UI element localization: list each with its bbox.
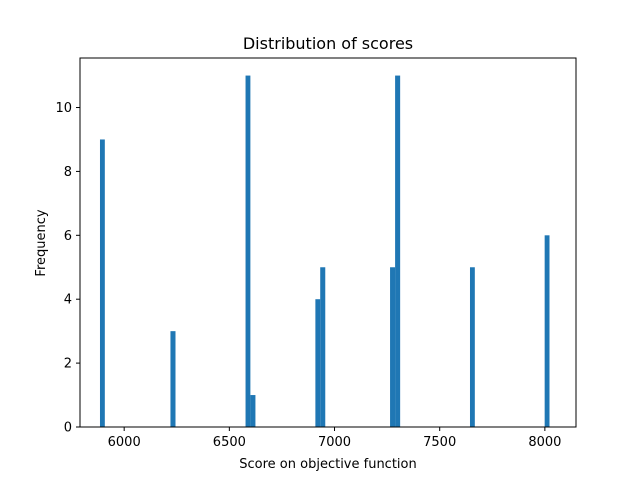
histogram-bar-6: [390, 267, 396, 427]
y-axis-label: Frequency: [34, 209, 49, 276]
bars-group: [99, 75, 550, 428]
histogram-bar-5: [320, 267, 326, 427]
histogram-bar-3: [250, 395, 256, 427]
x-axis-ticks: 6000 6500 7000 7500 8000: [108, 427, 561, 450]
x-axis-label: Score on objective function: [239, 457, 416, 472]
histogram-bar-9: [544, 235, 550, 427]
x-tick-label-1: 6500: [213, 435, 246, 450]
x-tick-label-0: 6000: [108, 435, 141, 450]
x-tick-label-2: 7000: [318, 435, 351, 450]
x-tick-label-4: 8000: [528, 435, 561, 450]
histogram-bar-8: [469, 267, 475, 427]
y-tick-label-2: 4: [64, 293, 72, 308]
y-tick-label-4: 8: [64, 165, 72, 180]
plot-frame: [79, 57, 577, 428]
histogram-bar-1: [170, 331, 176, 427]
y-axis-ticks: 0 2 4 6 8 10: [55, 101, 80, 436]
y-tick-label-1: 2: [64, 357, 72, 372]
histogram-bar-2: [245, 75, 251, 428]
y-tick-label-3: 6: [64, 229, 72, 244]
y-tick-label-0: 0: [64, 421, 72, 436]
y-tick-label-5: 10: [55, 101, 72, 116]
histogram-bar-7: [395, 75, 401, 428]
histogram-bar-0: [99, 139, 105, 427]
x-tick-label-3: 7500: [423, 435, 456, 450]
histogram-bar-4: [315, 299, 321, 427]
chart-title: Distribution of scores: [243, 34, 413, 53]
